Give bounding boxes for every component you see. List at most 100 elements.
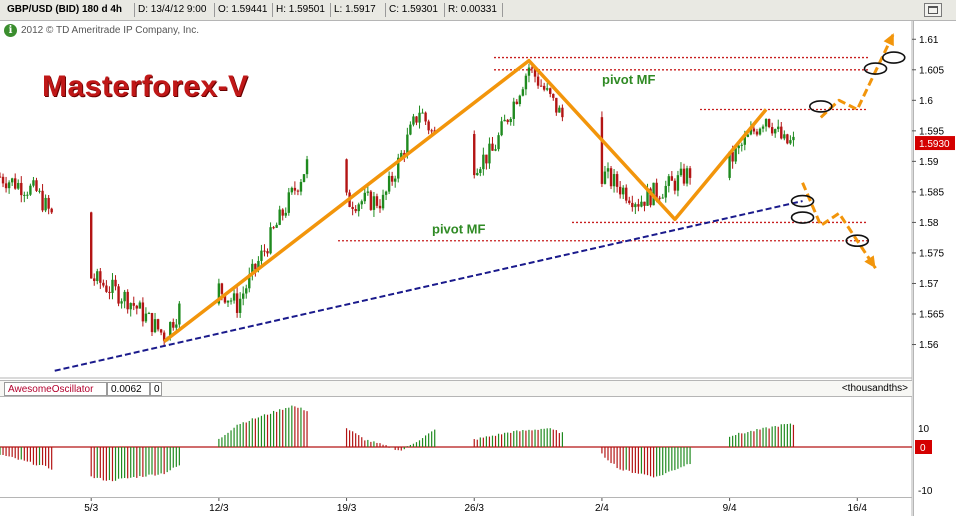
candle-body [287,192,290,213]
candle-body [740,144,743,146]
price-tick-label: 1.575 [919,248,944,259]
candle-body [223,293,227,303]
candle-body [138,302,142,309]
candle-body [549,88,552,94]
candle-body [108,291,111,293]
maximize-window-icon[interactable] [924,3,942,17]
date-tick-label: 5/3 [84,503,98,514]
candle-body [664,185,667,198]
candle-body [111,279,114,293]
candle-body [494,149,497,151]
candle-body [409,124,412,135]
candle-body [17,182,20,189]
candle-body [123,291,126,302]
candle-body [628,200,631,203]
price-axis-ticks: 1.561.5651.571.5751.581.5851.591.5951.61… [912,35,944,351]
candle-body [390,175,394,182]
ao-zero-badge [915,440,932,454]
date-axis-bar[interactable] [0,497,912,516]
candle-body [114,279,117,287]
candle-body [290,187,294,193]
candle-body [612,174,616,187]
oscillator-axis: 10 -10 [918,424,933,497]
candle-body [786,134,789,144]
candle-body [90,212,93,279]
candle-body [755,131,759,135]
candle-body [251,263,254,275]
candle-body [780,126,783,139]
candle-body [743,136,746,145]
candle-body [47,197,50,209]
price-tick-label: 1.56 [919,340,939,351]
marked-points [790,51,906,248]
candle-body [254,263,257,270]
pivot-levels [338,56,868,242]
candle-body [625,187,628,201]
candle-body [530,67,534,69]
forecast-paths [801,32,896,270]
candle-body [789,140,792,144]
candle-body [488,143,491,164]
candle-body [99,271,102,283]
candle-body [144,313,148,322]
candle-body [217,283,221,304]
candle-body [649,188,652,206]
forecast-up-path-arrowhead [883,33,894,47]
candle-body [1,176,5,184]
copyright-notice: i 2012 © TD Ameritrade IP Company, Inc. [4,23,199,39]
ao-tick-lower: -10 [918,486,933,497]
oscillator-name[interactable]: AwesomeOscillator [4,382,107,396]
symbol-label[interactable]: GBP/USD (BID) 180 d 4h [4,3,135,17]
ao-zero-badge-text: 0 [920,443,926,454]
candle-body [506,119,509,123]
candle-body [375,196,379,206]
candlestick-series [0,63,795,347]
candle-body [226,300,230,303]
candle-body [640,201,643,207]
candle-body [752,128,756,132]
oscillator-value: 0.0062 [107,382,150,396]
candle-body [235,293,239,313]
candle-body [275,224,278,228]
candle-body [682,168,686,184]
candle-body [0,176,2,178]
candle-body [23,194,26,196]
price-tick-label: 1.595 [919,126,944,137]
date-tick-label: 12/3 [209,503,229,514]
candle-body [737,145,740,149]
candle-body [7,182,11,189]
candle-body [284,212,287,216]
candle-body [14,178,17,189]
candle-body [263,250,266,252]
candle-body [238,298,242,313]
info-icon[interactable]: i [4,23,17,37]
range-readout: R: 0.00331 [445,3,503,17]
candle-body [685,168,689,184]
price-axis-panel[interactable] [913,20,956,516]
candle-body [667,176,670,186]
candle-body [156,319,160,330]
pivot-labels: pivot MF pivot MF [432,72,655,237]
candle-body [175,324,178,328]
candle-body [403,152,406,156]
candle-body [792,136,795,141]
candle-body [150,313,154,333]
candle-body [278,209,281,225]
candle-body [503,119,506,122]
candle-body [245,288,248,294]
wave-path [163,58,768,343]
candle-body [637,204,640,207]
candle-body [50,208,53,213]
candle-body [418,112,421,123]
candle-body [120,301,123,304]
candle-body [172,322,175,328]
candle-body [512,101,515,119]
candle-body [293,187,297,191]
candle-body [41,190,44,211]
date-tick-label: 19/3 [337,503,357,514]
candle-body [606,168,610,172]
marked-point-oval [845,234,870,248]
candle-body [421,112,424,114]
candle-body [728,151,731,178]
